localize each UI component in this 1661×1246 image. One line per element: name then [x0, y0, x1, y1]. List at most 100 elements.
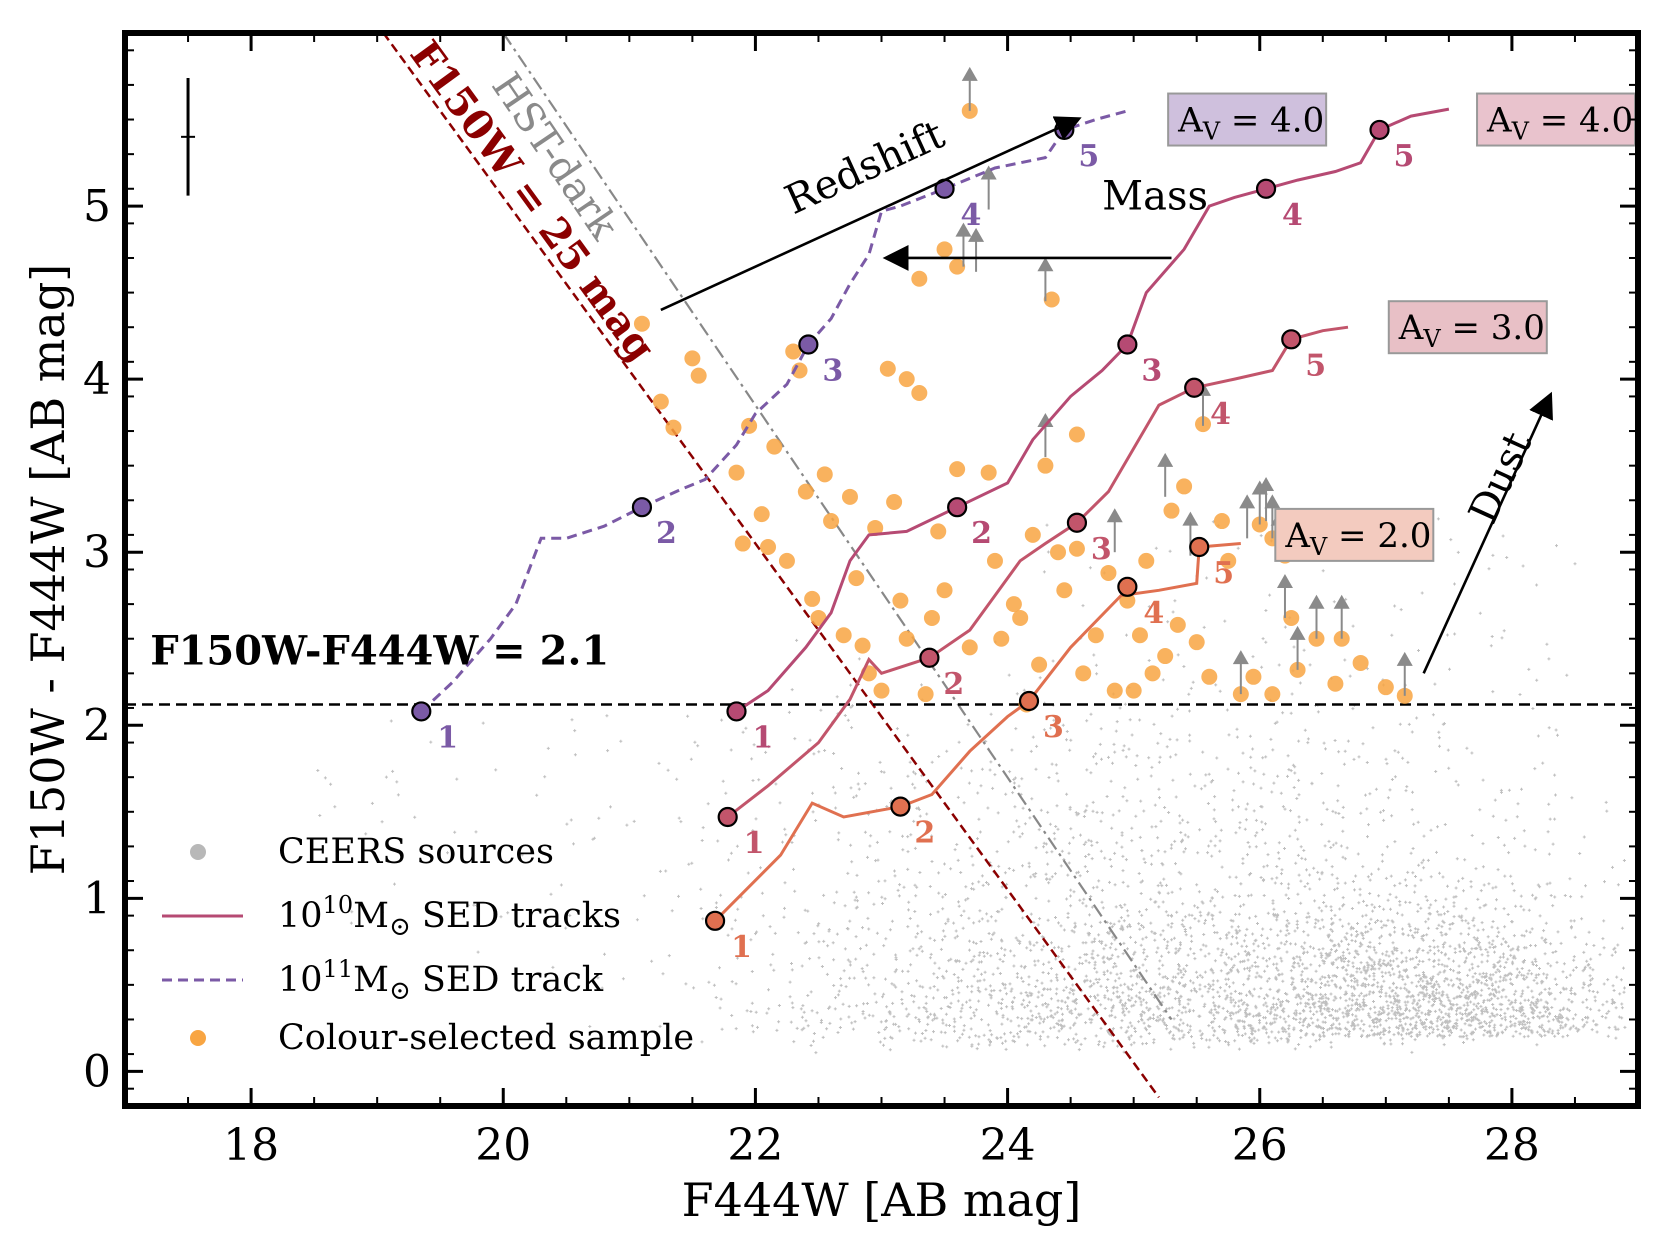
sample-point — [1012, 609, 1029, 626]
sed-track-line — [735, 107, 1450, 713]
sample-point — [1245, 668, 1262, 685]
sed-track-marker — [726, 701, 747, 722]
sample-point — [753, 506, 770, 523]
sample-point — [949, 258, 966, 275]
plot-frame — [122, 30, 1641, 1109]
upper-limit-head — [1157, 452, 1174, 467]
sample-point — [665, 419, 682, 436]
sed-track-marker — [1018, 690, 1040, 712]
legend-sample-label: Colour-selected sample — [278, 1018, 694, 1058]
y-tick-label: 4 — [83, 354, 111, 405]
sed-track-marker — [1117, 576, 1138, 597]
legend-ceers-symbol — [190, 844, 206, 860]
sed-track-marker — [1184, 377, 1205, 398]
av-label-box — [1167, 92, 1328, 147]
sample-point — [797, 483, 814, 500]
sample-point — [1056, 582, 1073, 599]
y-axis-title: F150W - F444W [AB mag] — [21, 264, 75, 875]
sample-point — [892, 592, 909, 609]
sample-point — [690, 367, 707, 384]
y-tick-label: 5 — [83, 181, 111, 232]
sed-track-marker-label: 3 — [1043, 710, 1064, 745]
sample-point — [728, 464, 745, 481]
sample-point — [1125, 682, 1142, 699]
upper-limit-head — [1264, 494, 1281, 509]
sample-point — [1068, 426, 1085, 443]
sample-point — [961, 639, 978, 656]
x-tick-label: 26 — [1232, 1120, 1288, 1171]
upper-limit-head — [1182, 511, 1199, 526]
av-label-box — [1274, 507, 1435, 562]
sample-point — [1043, 291, 1060, 308]
legend-ceers-label: CEERS sources — [278, 832, 554, 872]
sed-track-marker-label: 5 — [1394, 139, 1415, 174]
upper-limit-head — [1232, 650, 1249, 665]
sed-track-line — [726, 325, 1349, 819]
sample-point — [766, 438, 783, 455]
sample-point — [1213, 513, 1230, 530]
av-label-text: AV = 2.0 — [1284, 516, 1431, 561]
sed-track-marker-label: 3 — [1141, 354, 1162, 389]
sample-point — [1037, 457, 1054, 474]
sed-track-marker-label: 1 — [753, 720, 774, 755]
sample-point — [873, 682, 890, 699]
upper-limit-head — [955, 222, 972, 237]
mass-label: Mass — [1102, 174, 1208, 220]
sample-point — [1100, 564, 1117, 581]
sed-track-marker-label: 5 — [1078, 139, 1099, 174]
sed-track-marker — [631, 497, 653, 518]
upper-limit-head — [968, 227, 985, 242]
x-tick-label: 28 — [1484, 1120, 1540, 1171]
hst-dark-dashdot-line — [502, 33, 1173, 1021]
sample-point — [1144, 665, 1161, 682]
sample-point — [1131, 627, 1148, 644]
sed-track-marker-label: 3 — [1091, 532, 1112, 567]
sed-track-marker — [411, 701, 432, 722]
sample-point — [986, 552, 1003, 569]
sed-track-marker-label: 4 — [961, 198, 982, 233]
av-label-text: AV = 4.0 — [1177, 101, 1324, 146]
upper-limit-head — [1289, 625, 1306, 640]
sed-track-marker — [1066, 512, 1088, 533]
upper-limit-head — [1037, 413, 1054, 428]
sample-point — [1352, 654, 1369, 671]
y-tick-label: 2 — [83, 700, 111, 751]
upper-limit-head — [980, 165, 997, 180]
colour-cut-label: F150W-F444W = 2.1 — [150, 628, 609, 675]
y-tick-label: 3 — [83, 527, 111, 578]
av-labels: AV = 4.0 AV = 4.0 AV = 3.0 AV = 2.0 — [1167, 92, 1637, 562]
sed-track-marker-label: 4 — [1282, 198, 1303, 233]
upper-limit-head — [1239, 494, 1256, 509]
sed-track-marker — [704, 910, 726, 931]
av-label-box — [1476, 92, 1637, 147]
y-tick-label: 1 — [83, 873, 111, 924]
sample-point — [1188, 634, 1205, 651]
sample-point — [1169, 616, 1186, 633]
upper-limit-head — [1333, 594, 1350, 609]
sample-point — [835, 627, 852, 644]
legend-10-10-label: 1010M⊙ SED tracks — [278, 891, 621, 942]
sample-point — [1050, 544, 1067, 561]
upper-limit-head — [1258, 477, 1275, 492]
sample-point — [930, 523, 947, 540]
dust-label: Dust — [1460, 425, 1541, 530]
sample-point — [816, 466, 833, 483]
sample-point — [911, 384, 928, 401]
upper-limit-head — [1106, 508, 1123, 523]
sed-track-line — [714, 542, 1241, 922]
sample-point — [886, 494, 903, 511]
sample-point — [841, 488, 858, 505]
sed-track-marker — [798, 334, 819, 355]
sample-point — [993, 630, 1010, 647]
x-tick-label: 24 — [980, 1120, 1036, 1171]
sample-point — [854, 637, 871, 654]
sample-point — [1264, 686, 1281, 703]
sample-point — [1377, 679, 1394, 696]
ceers-source-points — [316, 516, 1627, 1055]
sed-track-marker — [890, 796, 911, 817]
f150-limit-dashed-line — [382, 33, 1160, 1099]
error-bar — [181, 77, 196, 196]
f150-limit-line — [382, 33, 1160, 1099]
sample-point — [867, 519, 884, 536]
